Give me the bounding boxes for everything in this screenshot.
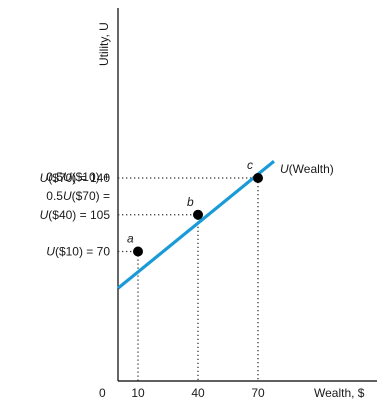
ylabel-symbol: U <box>40 208 49 222</box>
y-annotation-1-line-0: 0.5U($10) + <box>46 170 110 184</box>
ylabel-symbol: U <box>63 170 72 184</box>
y-axis-title: Utility, U <box>97 22 111 66</box>
data-points: a b c <box>127 158 263 257</box>
x-tick-10: 10 <box>131 386 145 400</box>
ylabel-text: 0.5 <box>46 189 63 203</box>
ylabel-symbol: U <box>63 189 72 203</box>
point-label-a: a <box>127 232 134 246</box>
ylabel-text: ($10) = 70 <box>55 245 110 259</box>
point-a <box>133 246 143 257</box>
ylabel-symbol: U <box>40 171 49 185</box>
origin-label: 0 <box>99 386 106 400</box>
ylabel-text: ($40) = 105 <box>48 208 110 222</box>
x-tick-40: 40 <box>191 386 205 400</box>
y-annotation-1-line-2: U($40) = 105 <box>40 208 111 222</box>
curve-label-symbol: U <box>280 162 289 176</box>
point-label-b: b <box>187 195 194 209</box>
x-tick-70: 70 <box>251 386 265 400</box>
point-b <box>193 209 203 220</box>
ylabel-symbol: U <box>46 245 55 259</box>
point-label-c: c <box>247 158 253 172</box>
ylabel-text: 0.5 <box>46 170 63 184</box>
x-axis-title: Wealth, $ <box>314 386 365 400</box>
y-annotation-0-line-0: U($70) = 140 <box>40 171 111 185</box>
x-tick-labels: 10 40 70 <box>131 386 265 400</box>
point-c <box>253 173 263 183</box>
ylabel-text: ($70) = 140 <box>48 171 110 185</box>
ylabel-text: ($10) + <box>72 170 110 184</box>
curve-label-arg: (Wealth) <box>289 162 334 176</box>
y-annotation-2-line-0: U($10) = 70 <box>46 245 110 259</box>
curve-label: U(Wealth) <box>280 162 334 176</box>
y-annotation-1-line-1: 0.5U($70) = <box>46 189 110 203</box>
ylabel-text: ($70) = <box>72 189 110 203</box>
utility-curve <box>116 159 276 290</box>
